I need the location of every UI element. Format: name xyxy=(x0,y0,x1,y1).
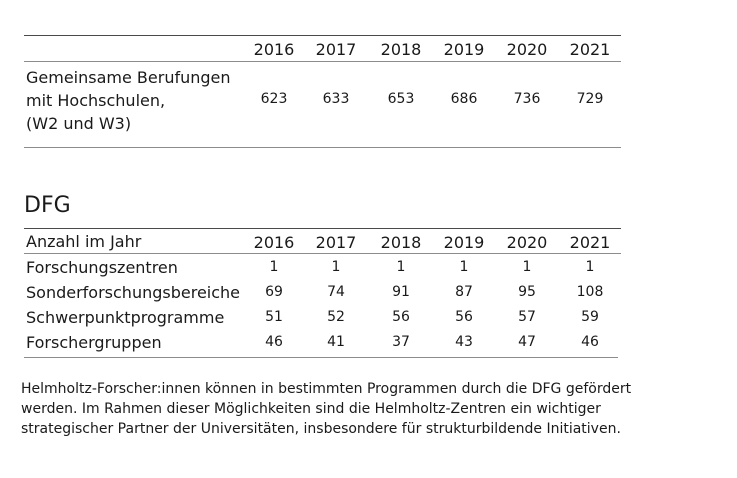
dfg-row-label: Schwerpunktprogramme xyxy=(26,308,225,327)
dfg-cell: 74 xyxy=(327,284,345,300)
dfg-row-label: Sonderforschungsbereiche xyxy=(26,283,241,302)
dfg-cell: 37 xyxy=(392,334,410,350)
dfg-cell: 87 xyxy=(455,284,473,300)
dfg-header-rule xyxy=(24,253,621,254)
dfg-cell: 1 xyxy=(522,259,532,275)
dfg-cell: 56 xyxy=(455,309,473,325)
table1-year-2018: 2018 xyxy=(380,40,422,59)
dfg-cell: 95 xyxy=(518,284,536,300)
table1-row-label-line1: Gemeinsame Berufungen xyxy=(26,68,231,87)
dfg-year-2016: 2016 xyxy=(253,233,295,252)
dfg-cell: 52 xyxy=(327,309,345,325)
dfg-cell: 57 xyxy=(518,309,536,325)
dfg-cell: 46 xyxy=(581,334,599,350)
table1-year-2020: 2020 xyxy=(506,40,548,59)
table1-value-2018: 653 xyxy=(387,91,415,107)
dfg-cell: 1 xyxy=(396,259,406,275)
table1-value-2020: 736 xyxy=(513,91,541,107)
dfg-cell: 46 xyxy=(265,334,283,350)
table1-value-2017: 633 xyxy=(322,91,350,107)
dfg-year-2021: 2021 xyxy=(569,233,611,252)
table1-header-rule xyxy=(24,61,621,62)
table1-bottom-rule xyxy=(24,147,621,148)
dfg-cell: 43 xyxy=(455,334,473,350)
dfg-row-label: Forschergruppen xyxy=(26,333,162,352)
dfg-cell: 1 xyxy=(269,259,279,275)
dfg-title: DFG xyxy=(24,193,71,218)
dfg-cell: 56 xyxy=(392,309,410,325)
dfg-cell: 41 xyxy=(327,334,345,350)
dfg-cell: 69 xyxy=(265,284,283,300)
dfg-header-label: Anzahl im Jahr xyxy=(26,232,142,251)
table1-year-2021: 2021 xyxy=(569,40,611,59)
table1-value-2016: 623 xyxy=(260,91,288,107)
table1-row-label-line3: (W2 und W3) xyxy=(26,114,132,133)
table1-year-2019: 2019 xyxy=(443,40,485,59)
dfg-cell: 51 xyxy=(265,309,283,325)
dfg-cell: 108 xyxy=(576,284,604,300)
dfg-top-rule xyxy=(24,228,621,229)
dfg-cell: 1 xyxy=(585,259,595,275)
dfg-bottom-rule xyxy=(24,357,618,358)
footnote-paragraph: Helmholtz-Forscher:innen können in besti… xyxy=(21,381,632,437)
table1-top-rule xyxy=(24,35,621,36)
table1-row-label-line2: mit Hochschulen, xyxy=(26,91,166,110)
dfg-row-label: Forschungszentren xyxy=(26,258,178,277)
table1-year-2017: 2017 xyxy=(315,40,357,59)
dfg-cell: 1 xyxy=(331,259,341,275)
dfg-year-2020: 2020 xyxy=(506,233,548,252)
table1-value-2019: 686 xyxy=(450,91,478,107)
dfg-cell: 1 xyxy=(459,259,469,275)
dfg-year-2017: 2017 xyxy=(315,233,357,252)
dfg-year-2019: 2019 xyxy=(443,233,485,252)
table1-year-2016: 2016 xyxy=(253,40,295,59)
dfg-year-2018: 2018 xyxy=(380,233,422,252)
dfg-cell: 91 xyxy=(392,284,410,300)
table1-value-2021: 729 xyxy=(576,91,604,107)
dfg-cell: 47 xyxy=(518,334,536,350)
dfg-cell: 59 xyxy=(581,309,599,325)
